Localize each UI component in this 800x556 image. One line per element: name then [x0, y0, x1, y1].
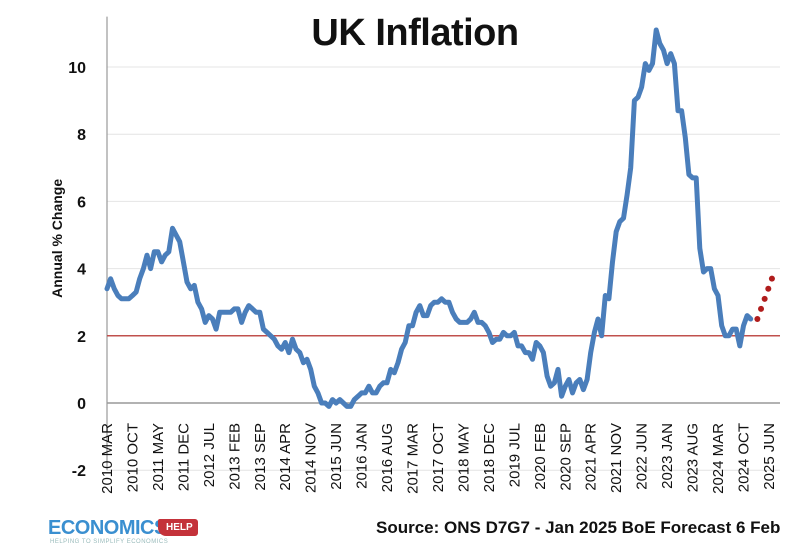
- x-tick-label: 2025 JUN: [761, 423, 778, 490]
- x-tick-label: 2016 JAN: [354, 423, 371, 489]
- x-tick-label: 2013 SEP: [252, 423, 269, 491]
- inflation-line: [104, 27, 754, 409]
- x-tick-label: 2023 AUG: [685, 423, 702, 492]
- forecast-point: [758, 305, 765, 312]
- x-tick-label: 2016 AUG: [379, 423, 396, 492]
- y-tick-label: 6: [77, 194, 86, 211]
- x-tick-label: 2014 APR: [277, 423, 294, 491]
- x-tick-label: 2014 NOV: [303, 423, 320, 493]
- x-tick-label: 2017 MAR: [405, 423, 422, 494]
- economics-help-logo: ECONOMICS HELP HELPING TO SIMPLIFY ECONO…: [48, 517, 198, 549]
- logo-tag: HELP: [158, 519, 198, 536]
- x-tick-label: 2011 MAY: [150, 423, 167, 491]
- y-tick-label: 8: [77, 127, 86, 144]
- x-tick-label: 2024 OCT: [735, 423, 752, 492]
- x-tick-label: 2024 MAR: [710, 423, 727, 494]
- y-tick-label: 0: [77, 396, 86, 413]
- x-tick-label: 2020 FEB: [532, 423, 549, 490]
- y-tick-label: 2: [77, 329, 86, 346]
- forecast-point: [761, 295, 768, 302]
- forecast-point: [754, 316, 761, 322]
- x-tick-label: 2017 OCT: [430, 423, 447, 492]
- x-tick-label: 2015 JUN: [328, 423, 345, 490]
- y-tick-label: 4: [77, 262, 86, 279]
- x-tick-label: 2011 DEC: [175, 423, 192, 491]
- x-tick-label: 2020 SEP: [557, 423, 574, 491]
- x-tick-label: 2023 JAN: [659, 423, 676, 489]
- logo-subtitle: HELPING TO SIMPLIFY ECONOMICS: [50, 539, 169, 545]
- x-tick-label: 2022 JUN: [634, 423, 651, 490]
- source-note: Source: ONS D7G7 - Jan 2025 BoE Forecast…: [376, 518, 781, 537]
- x-tick-label: 2021 NOV: [608, 423, 625, 493]
- y-tick-label: 10: [68, 60, 86, 77]
- forecast-point: [768, 275, 775, 282]
- y-axis-label: Annual % Change: [49, 179, 65, 298]
- x-tick-label: 2018 MAY: [455, 423, 472, 492]
- logo-word: ECONOMICS: [48, 517, 167, 539]
- x-tick-label: 2010 MAR: [99, 423, 116, 494]
- chart-title: UK Inflation: [311, 12, 519, 54]
- x-tick-label: 2010 OCT: [124, 423, 141, 492]
- x-tick-label: 2013 FEB: [226, 423, 243, 490]
- y-tick-label: -2: [72, 463, 86, 480]
- x-tick-label: 2018 DEC: [481, 423, 498, 492]
- forecast-point: [765, 285, 772, 292]
- x-tick-label: 2012 JUL: [201, 423, 218, 487]
- x-tick-label: 2021 APR: [583, 423, 600, 491]
- x-tick-label: 2019 JUL: [506, 423, 523, 487]
